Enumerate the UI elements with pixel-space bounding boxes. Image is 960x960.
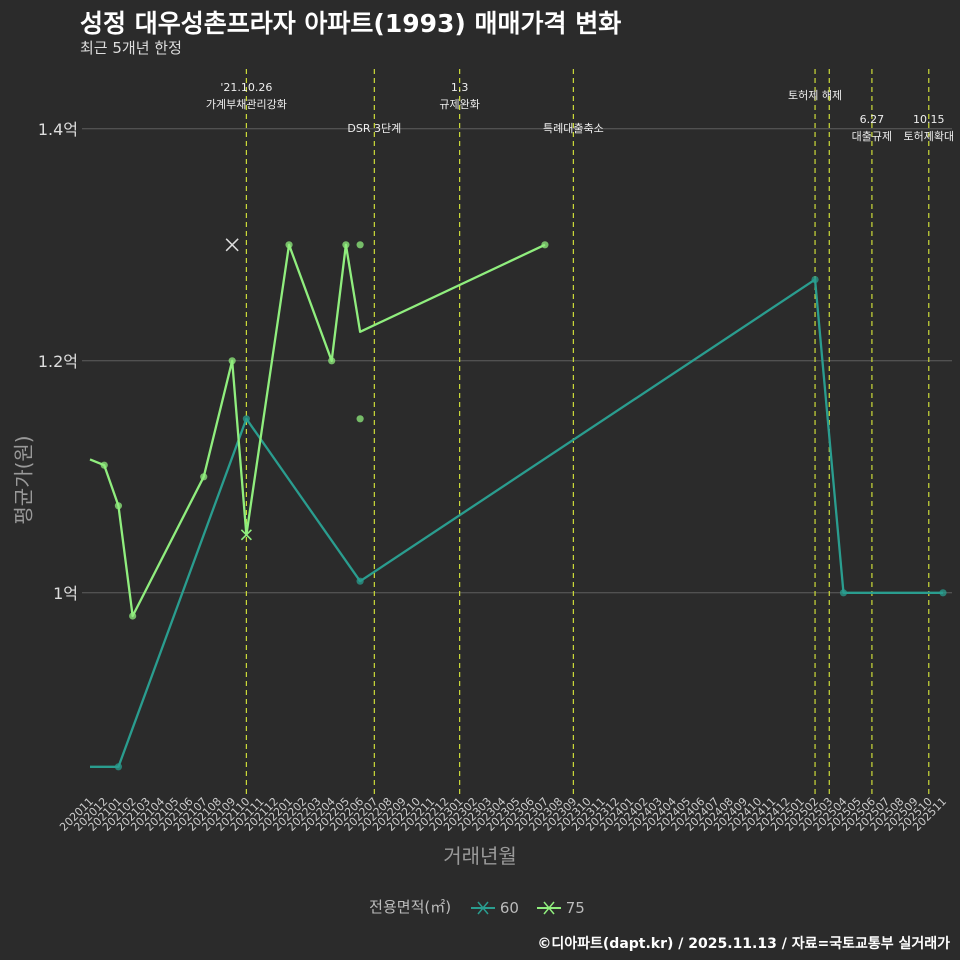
event-label: 대출규제 — [852, 130, 892, 143]
y-tick-label: 1억 — [53, 584, 78, 603]
y-tick-label: 1.4억 — [38, 120, 78, 139]
data-point-75 — [200, 473, 208, 481]
data-point-75 — [129, 612, 137, 620]
chart-subtitle: 최근 5개년 한정 — [80, 39, 182, 57]
data-point-60 — [839, 589, 848, 597]
data-point-75 — [100, 461, 108, 469]
event-label: 1.3 — [451, 81, 469, 94]
source-caption: ©디아파트(dapt.kr) / 2025.11.13 / 자료=국토교통부 실… — [537, 936, 950, 952]
legend: 전용면적(㎡) 60 75 — [0, 896, 960, 917]
data-point-60 — [811, 276, 819, 284]
legend-item-60[interactable]: 60 — [470, 899, 519, 917]
data-point-75 — [328, 357, 336, 365]
legend-label-75: 75 — [565, 898, 585, 917]
y-tick-label: 1.2억 — [38, 352, 78, 371]
y-tick-labels: 1억 1.2억 1.4억 — [38, 120, 78, 603]
legend-key-75-icon — [536, 901, 561, 915]
cross-point-75 — [240, 529, 252, 541]
data-point-60 — [114, 763, 123, 771]
y-axis-label-text: 평균가(원) — [11, 435, 36, 525]
data-point-75 — [228, 357, 236, 365]
data-point-60 — [242, 415, 250, 423]
chart-title: 성정 대우성촌프라자 아파트(1993) 매매가격 변화 — [80, 9, 622, 38]
series-layer — [89, 238, 947, 771]
grid-lines — [82, 128, 952, 594]
data-point-75 — [342, 241, 350, 249]
data-point-75 — [541, 241, 549, 249]
event-label: 토허제확대 — [903, 130, 954, 143]
data-point-75 — [356, 415, 364, 423]
data-point-60 — [939, 589, 947, 597]
legend-label-60: 60 — [499, 898, 519, 917]
data-point-60 — [356, 577, 364, 585]
legend-title: 전용면적(㎡) — [369, 898, 452, 916]
legend-key-60-icon — [470, 901, 495, 915]
event-label: 토허제 해제 — [788, 88, 842, 102]
y-axis-label: 평균가(원) — [2, 435, 42, 524]
event-label: DSR 3단계 — [347, 122, 401, 135]
legend-item-75[interactable]: 75 — [536, 899, 585, 917]
event-label: '21.10.26 — [220, 81, 272, 94]
cross-marker — [225, 238, 239, 252]
event-label: 규제완화 — [439, 98, 479, 111]
event-label: 특례대출축소 — [543, 122, 604, 135]
series-line-75 — [89, 243, 546, 618]
data-point-75 — [356, 241, 364, 249]
event-label: 6.27 — [860, 113, 885, 126]
event-label: 가계부채관리강화 — [206, 98, 287, 111]
event-label: 10.15 — [913, 113, 945, 126]
data-point-75 — [285, 241, 293, 249]
data-point-75 — [114, 502, 123, 510]
x-tick-labels: 2020112020122021012021022021032021042021… — [57, 795, 949, 834]
x-axis-label: 거래년월 — [443, 844, 517, 868]
